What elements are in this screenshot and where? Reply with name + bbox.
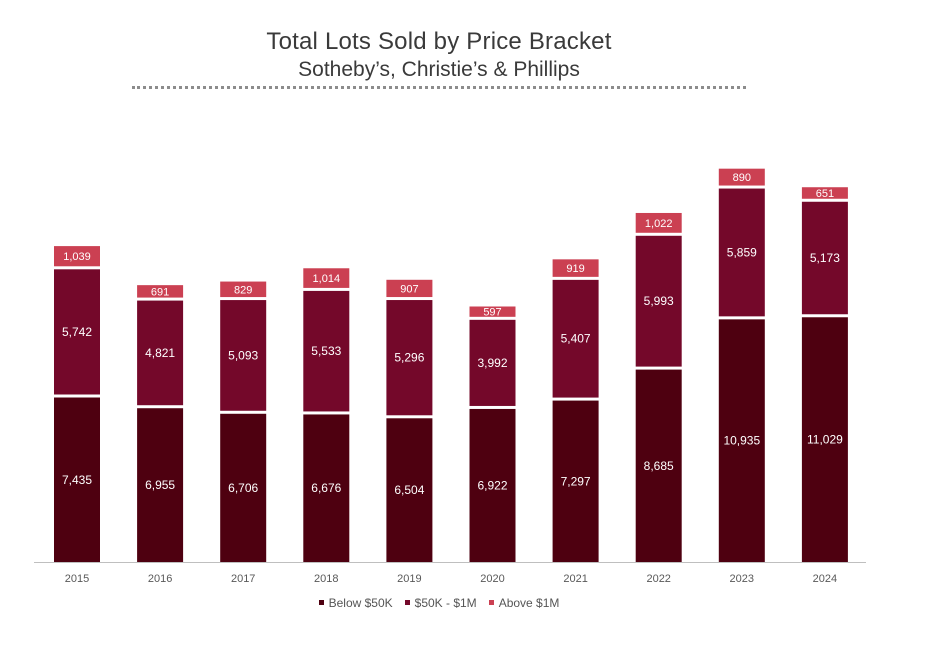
bar-segment-below-50k-2019 <box>386 418 433 562</box>
bar-segment-below-50k-2023 <box>718 319 765 562</box>
bar-segment-50k-1m-2016 <box>137 300 184 406</box>
data-label-above-1m-2015: 1,039 <box>63 251 91 263</box>
legend-label-above-1m: Above $1M <box>498 596 560 610</box>
bar-segment-below-50k-2021 <box>552 400 599 562</box>
bar-segment-below-50k-2017 <box>220 413 267 562</box>
x-tick-label-2018: 2018 <box>314 573 338 585</box>
legend-swatch-below-50k <box>318 600 324 606</box>
legend-item-above-1m: Above $1M <box>488 596 560 610</box>
x-tick-label-2016: 2016 <box>148 573 172 585</box>
data-label-above-1m-2021: 919 <box>566 263 584 275</box>
legend-swatch-above-1m <box>488 600 494 606</box>
bar-segment-below-50k-2016 <box>137 408 184 562</box>
data-label-50k-1m-2022: 5,993 <box>644 294 674 308</box>
data-label-below-50k-2018: 6,676 <box>311 481 341 495</box>
data-label-50k-1m-2017: 5,093 <box>228 348 258 362</box>
x-tick-label-2024: 2024 <box>813 573 837 585</box>
bar-segment-50k-1m-2020 <box>469 319 516 406</box>
bar-segment-below-50k-2024 <box>801 317 848 562</box>
bar-segment-50k-1m-2018 <box>303 290 350 412</box>
x-tick-label-2019: 2019 <box>397 573 421 585</box>
bar-segment-below-50k-2015 <box>54 397 100 562</box>
data-label-below-50k-2020: 6,922 <box>477 478 507 492</box>
x-tick-label-2017: 2017 <box>231 573 255 585</box>
bar-segment-50k-1m-2022 <box>635 235 682 367</box>
bar-segment-above-1m-2023 <box>718 168 765 186</box>
data-label-below-50k-2017: 6,706 <box>228 481 258 495</box>
data-label-above-1m-2019: 907 <box>400 283 418 295</box>
bar-segment-50k-1m-2024 <box>801 201 848 315</box>
data-label-above-1m-2017: 829 <box>234 284 252 296</box>
data-label-below-50k-2019: 6,504 <box>394 483 424 497</box>
bar-segment-50k-1m-2015 <box>54 269 100 395</box>
x-tick-label-2015: 2015 <box>65 573 89 585</box>
data-label-50k-1m-2020: 3,992 <box>477 356 507 370</box>
data-label-50k-1m-2016: 4,821 <box>145 346 175 360</box>
bar-segment-50k-1m-2019 <box>386 300 433 416</box>
bar-segment-above-1m-2017 <box>220 281 267 298</box>
data-label-50k-1m-2024: 5,173 <box>810 251 840 265</box>
legend-label-50k-1m: $50K - $1M <box>414 596 477 610</box>
bar-segment-above-1m-2015 <box>54 246 100 267</box>
bar-segment-below-50k-2018 <box>303 414 350 562</box>
legend-swatch-50k-1m <box>404 600 410 606</box>
data-label-below-50k-2024: 11,029 <box>807 433 843 447</box>
bar-segment-above-1m-2018 <box>303 268 350 288</box>
data-label-above-1m-2023: 890 <box>733 172 751 184</box>
data-label-below-50k-2015: 7,435 <box>62 473 92 487</box>
x-tick-label-2020: 2020 <box>480 573 504 585</box>
bar-segment-50k-1m-2023 <box>718 188 765 317</box>
data-label-above-1m-2016: 691 <box>151 286 169 298</box>
chart-legend: Below $50K $50K - $1M Above $1M <box>0 596 878 610</box>
x-tick-label-2021: 2021 <box>563 573 587 585</box>
data-label-below-50k-2023: 10,935 <box>723 434 760 448</box>
bar-segment-below-50k-2020 <box>469 408 516 562</box>
bar-segment-above-1m-2019 <box>386 279 433 298</box>
data-label-50k-1m-2015: 5,742 <box>62 325 92 339</box>
bar-segment-above-1m-2022 <box>635 212 682 233</box>
data-label-above-1m-2018: 1,014 <box>313 273 341 285</box>
data-label-50k-1m-2021: 5,407 <box>561 332 591 346</box>
bar-segment-above-1m-2024 <box>801 187 848 199</box>
legend-item-50k-1m: $50K - $1M <box>404 596 477 610</box>
legend-label-below-50k: Below $50K <box>328 596 393 610</box>
title-divider <box>132 86 746 89</box>
bar-segment-below-50k-2022 <box>635 369 682 562</box>
data-label-50k-1m-2019: 5,296 <box>394 351 424 365</box>
bar-segment-50k-1m-2021 <box>552 279 599 398</box>
bar-segment-above-1m-2021 <box>552 259 599 277</box>
data-label-below-50k-2021: 7,297 <box>561 474 591 488</box>
bar-segment-50k-1m-2017 <box>220 300 267 411</box>
data-label-above-1m-2022: 1,022 <box>645 218 673 230</box>
data-label-below-50k-2016: 6,955 <box>145 478 175 492</box>
x-tick-label-2022: 2022 <box>646 573 670 585</box>
data-label-above-1m-2024: 651 <box>816 188 834 200</box>
data-label-below-50k-2022: 8,685 <box>644 459 674 473</box>
x-tick-label-2023: 2023 <box>730 573 754 585</box>
data-label-above-1m-2020: 597 <box>483 307 501 319</box>
chart-title: Total Lots Sold by Price Bracket <box>266 28 612 55</box>
bar-segment-above-1m-2020 <box>469 306 516 317</box>
data-label-50k-1m-2023: 5,859 <box>727 245 757 259</box>
bar-segment-above-1m-2016 <box>137 285 184 298</box>
chart-subtitle: Sotheby’s, Christie’s & Phillips <box>298 58 580 81</box>
legend-item-below-50k: Below $50K <box>318 596 393 610</box>
data-label-50k-1m-2018: 5,533 <box>311 344 341 358</box>
